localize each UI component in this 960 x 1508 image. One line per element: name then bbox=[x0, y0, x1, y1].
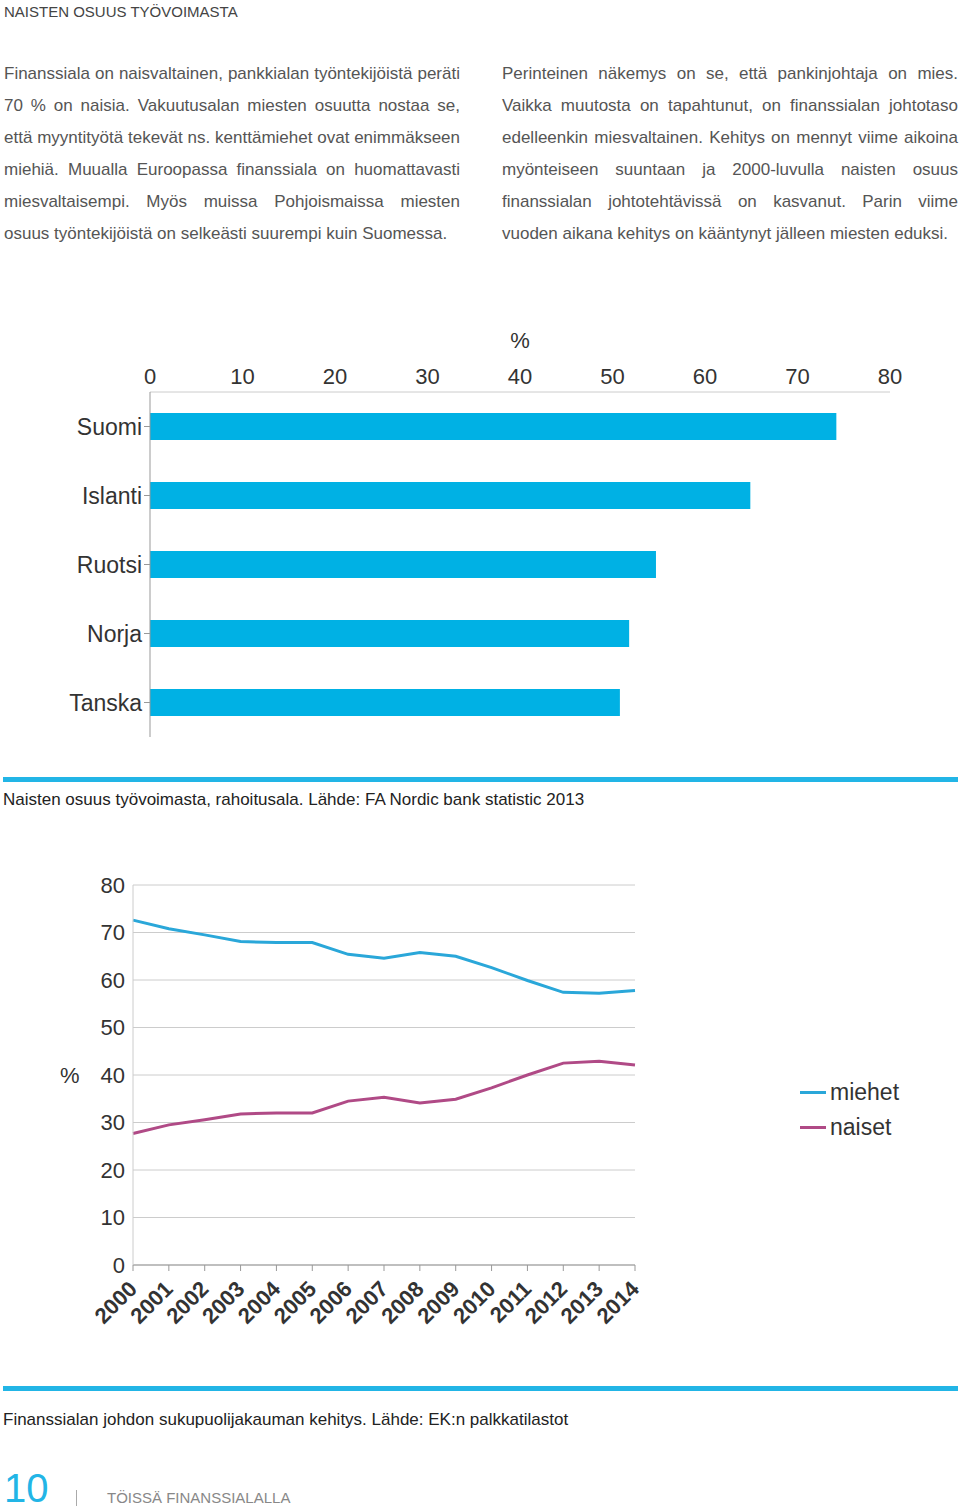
svg-text:50: 50 bbox=[101, 1015, 125, 1040]
svg-text:40: 40 bbox=[508, 364, 532, 389]
html-text:NAISTEN OSUUS TYÖVOIMASTA: NAISTEN OSUUS TYÖVOIMASTA bbox=[4, 3, 238, 20]
svg-text:2009: 2009 bbox=[412, 1276, 465, 1329]
svg-text:2013: 2013 bbox=[555, 1276, 608, 1329]
html-text:Finanssiala on naisvaltainen,: Finanssiala on naisvaltainen, pankkialan… bbox=[4, 64, 460, 243]
html-text:naiset: naiset bbox=[830, 1114, 892, 1140]
svg-text:2014: 2014 bbox=[592, 1276, 645, 1329]
svg-text:2010: 2010 bbox=[448, 1276, 501, 1329]
svg-text:20: 20 bbox=[323, 364, 347, 389]
svg-text:50: 50 bbox=[600, 364, 624, 389]
svg-text:30: 30 bbox=[101, 1110, 125, 1135]
svg-text:2008: 2008 bbox=[376, 1276, 429, 1329]
svg-text:Norja: Norja bbox=[87, 621, 142, 647]
svg-text:0: 0 bbox=[144, 364, 156, 389]
svg-text:30: 30 bbox=[415, 364, 439, 389]
svg-text:60: 60 bbox=[693, 364, 717, 389]
svg-text:2005: 2005 bbox=[268, 1276, 322, 1329]
svg-text:2012: 2012 bbox=[519, 1276, 573, 1329]
svg-text:2006: 2006 bbox=[304, 1276, 357, 1329]
svg-text:20: 20 bbox=[101, 1158, 125, 1183]
svg-text:%: % bbox=[510, 328, 530, 353]
svg-text:60: 60 bbox=[101, 968, 125, 993]
svg-text:2011: 2011 bbox=[484, 1276, 537, 1328]
svg-text:2000: 2000 bbox=[89, 1276, 142, 1329]
svg-text:70: 70 bbox=[101, 920, 125, 945]
svg-text:Tanska: Tanska bbox=[69, 690, 142, 716]
html-text:Naisten osuus työvoimasta, rah: Naisten osuus työvoimasta, rahoitusala. … bbox=[3, 790, 585, 809]
svg-text:70: 70 bbox=[785, 364, 809, 389]
svg-text:40: 40 bbox=[101, 1063, 125, 1088]
svg-text:Ruotsi: Ruotsi bbox=[77, 552, 142, 578]
svg-text:2007: 2007 bbox=[340, 1276, 393, 1329]
html-text:Perinteinen näkemys on se, ett: Perinteinen näkemys on se, että pankinjo… bbox=[502, 64, 958, 243]
svg-text:2004: 2004 bbox=[233, 1276, 286, 1329]
html-text:miehet: miehet bbox=[830, 1079, 899, 1105]
svg-text:0: 0 bbox=[113, 1253, 125, 1278]
svg-text:Islanti: Islanti bbox=[82, 483, 142, 509]
svg-text:10: 10 bbox=[101, 1205, 125, 1230]
svg-text:2001: 2001 bbox=[125, 1276, 178, 1329]
svg-text:Suomi: Suomi bbox=[77, 414, 142, 440]
svg-text:%: % bbox=[60, 1063, 80, 1088]
svg-text:2003: 2003 bbox=[197, 1276, 250, 1329]
svg-text:2002: 2002 bbox=[161, 1276, 214, 1329]
html-text:Finanssialan johdon sukupuolij: Finanssialan johdon sukupuolijakauman ke… bbox=[3, 1410, 569, 1429]
svg-text:80: 80 bbox=[878, 364, 902, 389]
svg-text:80: 80 bbox=[101, 873, 125, 898]
svg-text:10: 10 bbox=[230, 364, 254, 389]
html-text:TÖISSÄ FINANSSIALALLA: TÖISSÄ FINANSSIALALLA bbox=[107, 1489, 291, 1506]
